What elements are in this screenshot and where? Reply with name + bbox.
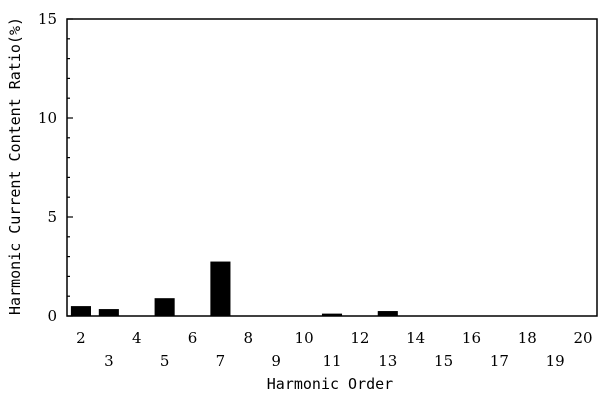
bar [154, 298, 175, 316]
bar [377, 311, 398, 316]
plot-frame [66, 18, 598, 317]
y-tick-label: 10 [38, 109, 57, 127]
x-tick-label: 7 [216, 352, 226, 370]
y-tick-label: 15 [38, 10, 57, 28]
x-tick-label: 6 [188, 329, 198, 347]
x-tick-label: 2 [76, 329, 86, 347]
y-tick-label: 5 [47, 208, 57, 226]
x-tick-label: 11 [322, 352, 341, 370]
bar [70, 306, 91, 316]
y-tick-label: 0 [47, 307, 57, 325]
x-tick-label: 5 [160, 352, 170, 370]
x-axis-title: Harmonic Order [267, 375, 393, 393]
x-tick-label: 4 [132, 329, 142, 347]
bar [98, 309, 119, 316]
x-tick-label: 17 [490, 352, 509, 370]
bar [210, 261, 231, 316]
x-tick-label: 18 [518, 329, 537, 347]
y-axis-ticks: 0 5 10 15 [38, 10, 73, 325]
x-tick-label: 19 [546, 352, 565, 370]
bars [70, 261, 398, 316]
x-tick-label: 8 [244, 329, 254, 347]
x-tick-label: 3 [104, 352, 114, 370]
bar [321, 313, 343, 316]
x-tick-label: 20 [574, 329, 593, 347]
y-axis-title: Harmonic Current Content Ratio(%) [6, 17, 24, 315]
x-tick-label: 16 [462, 329, 481, 347]
x-tick-label: 10 [295, 329, 314, 347]
x-tick-label: 12 [350, 329, 369, 347]
x-tick-label: 15 [434, 352, 453, 370]
x-tick-label: 9 [271, 352, 281, 370]
x-tick-label: 14 [406, 329, 425, 347]
x-tick-label: 13 [378, 352, 397, 370]
